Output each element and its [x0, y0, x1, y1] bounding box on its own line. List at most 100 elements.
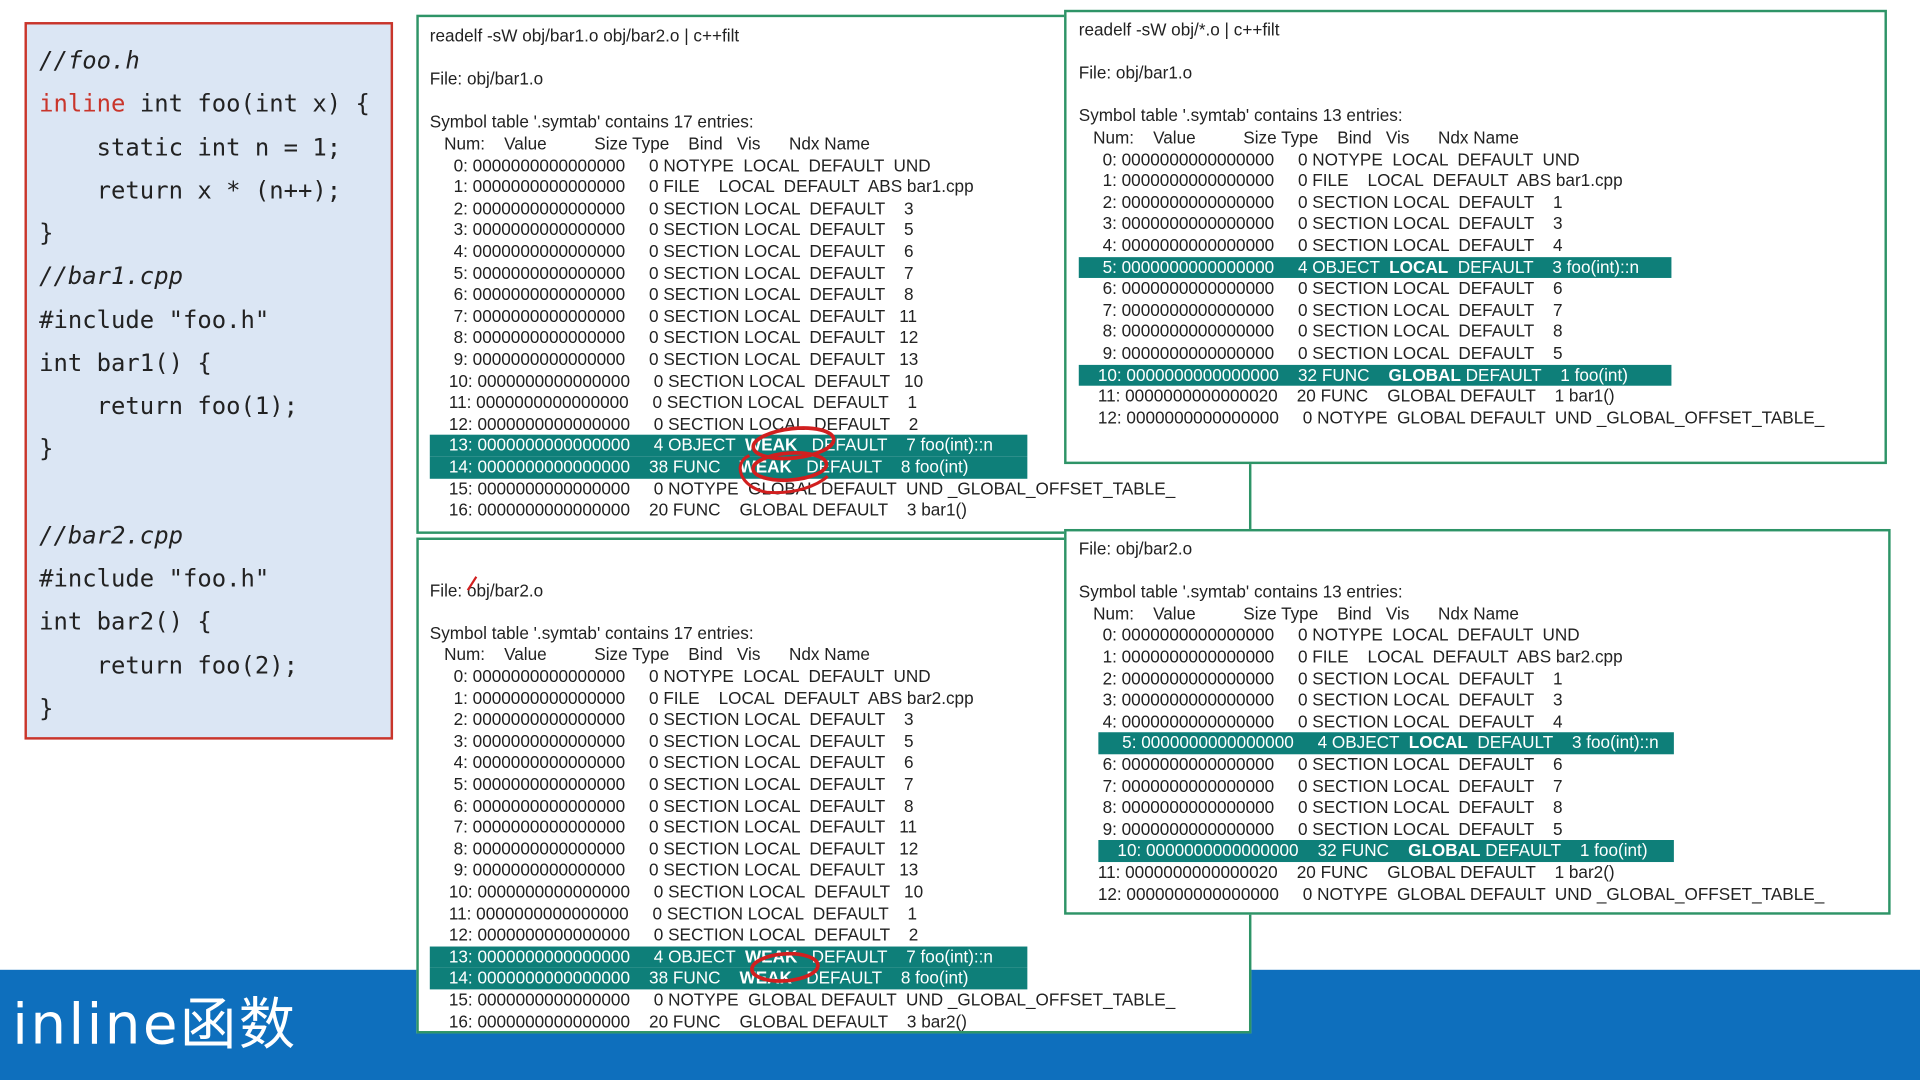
readelf-line: 4: 0000000000000000 0 SECTION LOCAL DEFA… [430, 752, 914, 774]
readelf-line: 4: 0000000000000000 0 SECTION LOCAL DEFA… [1079, 711, 1563, 733]
readelf-line: 2: 0000000000000000 0 SECTION LOCAL DEFA… [1079, 668, 1563, 690]
code-line: //bar2.cpp [39, 518, 183, 555]
code-line: static int n = 1; [39, 129, 341, 166]
code-text: } [39, 435, 54, 464]
row-text: 11: 0000000000000000 0 SECTION LOCAL DEF… [429, 903, 918, 923]
row-text: 15: 0000000000000000 0 NOTYPE GLOBAL DEF… [429, 478, 1176, 498]
readelf-line: 0: 0000000000000000 0 NOTYPE LOCAL DEFAU… [1079, 149, 1580, 171]
code-text: return x * (n++); [39, 176, 342, 205]
readelf-line: 1: 0000000000000000 0 FILE LOCAL DEFAULT… [1079, 647, 1623, 669]
code-line: #include "foo.h" [39, 561, 269, 598]
row-text: 6: 0000000000000000 0 SECTION LOCAL DEFA… [1078, 754, 1563, 774]
symbol-row-highlighted: 13: 0000000000000000 4 OBJECT WEAK DEFAU… [429, 946, 1028, 968]
readelf-line: File: obj/bar2.o [1079, 539, 1192, 561]
row-text: 6: 0000000000000000 0 SECTION LOCAL DEFA… [1078, 278, 1563, 298]
readelf-line: 8: 0000000000000000 0 SECTION LOCAL DEFA… [1079, 797, 1563, 819]
readelf-line: 15: 0000000000000000 0 NOTYPE GLOBAL DEF… [430, 989, 1175, 1011]
row-text: 4: 0000000000000000 0 SECTION LOCAL DEFA… [429, 752, 914, 772]
code-text: int bar2() { [39, 607, 212, 636]
readelf-line: 10: 0000000000000000 0 SECTION LOCAL DEF… [430, 371, 923, 393]
bind-value: LOCAL [1408, 732, 1468, 753]
row-text: 3: 0000000000000000 0 SECTION LOCAL DEFA… [429, 730, 914, 751]
readelf-line: 11: 0000000000000000 0 SECTION LOCAL DEF… [430, 392, 917, 414]
code-line: return foo(1); [39, 388, 298, 425]
code-line: int bar2() { [39, 604, 212, 641]
row-text: Symbol table '.symtab' contains 17 entri… [429, 623, 754, 643]
source-code-box: //foo.h inline int foo(int x) { static in… [24, 22, 394, 740]
row-text: 7: 0000000000000000 0 SECTION LOCAL DEFA… [429, 816, 918, 837]
row-text-rest: DEFAULT 1 foo(int) [1460, 364, 1628, 384]
readelf-line: readelf -sW obj/*.o | c++filt [1079, 20, 1280, 42]
row-text: Num: Value Size Type Bind Vis Ndx Name [429, 133, 870, 154]
readelf-line: 6: 0000000000000000 0 SECTION LOCAL DEFA… [1079, 754, 1563, 776]
code-text: } [39, 693, 54, 723]
readelf-line: Symbol table '.symtab' contains 13 entri… [1079, 106, 1403, 128]
row-text: 8: 0000000000000000 0 SECTION LOCAL DEFA… [429, 327, 919, 348]
readelf-line: 5: 0000000000000000 0 SECTION LOCAL DEFA… [430, 774, 914, 796]
row-text: 8: 0000000000000000 0 SECTION LOCAL DEFA… [1078, 321, 1563, 341]
row-text: 13: 0000000000000000 4 OBJECT [429, 435, 745, 455]
row-text: 4: 0000000000000000 0 SECTION LOCAL DEFA… [1078, 711, 1563, 731]
readelf-line: 6: 0000000000000000 0 SECTION LOCAL DEFA… [430, 795, 914, 817]
readelf-line: 7: 0000000000000000 0 SECTION LOCAL DEFA… [1079, 776, 1563, 798]
row-text: 2: 0000000000000000 0 SECTION LOCAL DEFA… [429, 709, 914, 729]
readelf-line: Num: Value Size Type Bind Vis Ndx Name [1079, 603, 1519, 625]
row-text: 3: 0000000000000000 0 SECTION LOCAL DEFA… [1078, 213, 1563, 234]
readelf-line: Symbol table '.symtab' contains 17 entri… [430, 112, 754, 134]
row-text: 1: 0000000000000000 0 FILE LOCAL DEFAULT… [429, 687, 974, 708]
row-text: 9: 0000000000000000 0 SECTION LOCAL DEFA… [1078, 818, 1563, 839]
row-text: 4: 0000000000000000 0 SECTION LOCAL DEFA… [1078, 235, 1563, 255]
readelf-line: 1: 0000000000000000 0 FILE LOCAL DEFAULT… [1079, 170, 1623, 192]
row-text: 16: 0000000000000000 20 FUNC GLOBAL DEFA… [429, 499, 967, 520]
code-text: static int n = 1; [39, 132, 342, 162]
row-text: 3: 0000000000000000 0 SECTION LOCAL DEFA… [1078, 689, 1563, 710]
row-text: 12: 0000000000000000 0 SECTION LOCAL DEF… [429, 924, 919, 945]
row-text: readelf -sW obj/bar1.o obj/bar2.o | c++f… [429, 25, 740, 46]
row-text: 6: 0000000000000000 0 SECTION LOCAL DEFA… [429, 795, 914, 816]
bind-value: WEAK [739, 456, 792, 477]
row-text: Symbol table '.symtab' contains 13 entri… [1078, 581, 1403, 602]
readelf-line: 2: 0000000000000000 0 SECTION LOCAL DEFA… [430, 198, 914, 220]
readelf-line: 7: 0000000000000000 0 SECTION LOCAL DEFA… [430, 817, 917, 839]
code-line: int bar1() { [39, 345, 212, 382]
code-line: return x * (n++); [39, 172, 341, 209]
readelf-line: 8: 0000000000000000 0 SECTION LOCAL DEFA… [1079, 321, 1563, 343]
row-text: Num: Value Size Type Bind Vis Ndx Name [429, 644, 870, 665]
readelf-line: Num: Value Size Type Bind Vis Ndx Name [430, 133, 870, 155]
readelf-line: 7: 0000000000000000 0 SECTION LOCAL DEFA… [430, 306, 917, 328]
readelf-line: 9: 0000000000000000 0 SECTION LOCAL DEFA… [1079, 343, 1563, 365]
row-text: readelf -sW obj/*.o | c++filt [1078, 19, 1280, 40]
row-text: 5: 0000000000000000 4 OBJECT [1078, 256, 1390, 277]
row-text: 13: 0000000000000000 4 OBJECT [429, 946, 745, 966]
row-text: 2: 0000000000000000 0 SECTION LOCAL DEFA… [1078, 668, 1563, 688]
row-text: 11: 0000000000000020 20 FUNC GLOBAL DEFA… [1078, 862, 1615, 882]
readelf-line: Symbol table '.symtab' contains 13 entri… [1079, 582, 1403, 604]
readelf-line: 0: 0000000000000000 0 NOTYPE LOCAL DEFAU… [430, 155, 931, 177]
row-text: 0: 0000000000000000 0 NOTYPE LOCAL DEFAU… [1078, 624, 1580, 645]
readelf-line: 8: 0000000000000000 0 SECTION LOCAL DEFA… [430, 327, 919, 349]
readelf-panel-all-bar2: File: obj/bar2.o Symbol table '.symtab' c… [1064, 528, 1891, 915]
readelf-line: 11: 0000000000000000 0 SECTION LOCAL DEF… [430, 903, 917, 925]
symbol-row-highlighted: 14: 0000000000000000 38 FUNC WEAK DEFAUL… [429, 967, 1028, 990]
code-line: //foo.h [39, 43, 140, 80]
symbol-row-highlighted: 14: 0000000000000000 38 FUNC WEAK DEFAUL… [429, 456, 1028, 479]
readelf-line: 9: 0000000000000000 0 SECTION LOCAL DEFA… [430, 349, 919, 371]
row-text: 12: 0000000000000000 0 SECTION LOCAL DEF… [429, 413, 919, 434]
row-text: 1: 0000000000000000 0 FILE LOCAL DEFAULT… [429, 176, 974, 197]
row-text: 14: 0000000000000000 38 FUNC [429, 456, 740, 477]
readelf-line: 3: 0000000000000000 0 SECTION LOCAL DEFA… [430, 220, 914, 242]
code-line: } [39, 431, 53, 468]
bind-value: WEAK [739, 967, 792, 988]
code-line: return foo(2); [39, 647, 298, 684]
readelf-line: 4: 0000000000000000 0 SECTION LOCAL DEFA… [1079, 235, 1563, 257]
slide-title: inline函数 [12, 990, 298, 1057]
row-text: 2: 0000000000000000 0 SECTION LOCAL DEFA… [1078, 191, 1563, 212]
row-text: 9: 0000000000000000 0 SECTION LOCAL DEFA… [429, 860, 919, 880]
row-text-rest: DEFAULT 1 foo(int) [1480, 840, 1648, 861]
readelf-line: 9: 0000000000000000 0 SECTION LOCAL DEFA… [430, 860, 919, 882]
row-text: 8: 0000000000000000 0 SECTION LOCAL DEFA… [1078, 797, 1563, 817]
row-text: Symbol table '.symtab' contains 17 entri… [429, 111, 754, 132]
row-text-rest: DEFAULT 3 foo(int)::n [1467, 732, 1659, 753]
code-text: return foo(1); [39, 391, 298, 421]
